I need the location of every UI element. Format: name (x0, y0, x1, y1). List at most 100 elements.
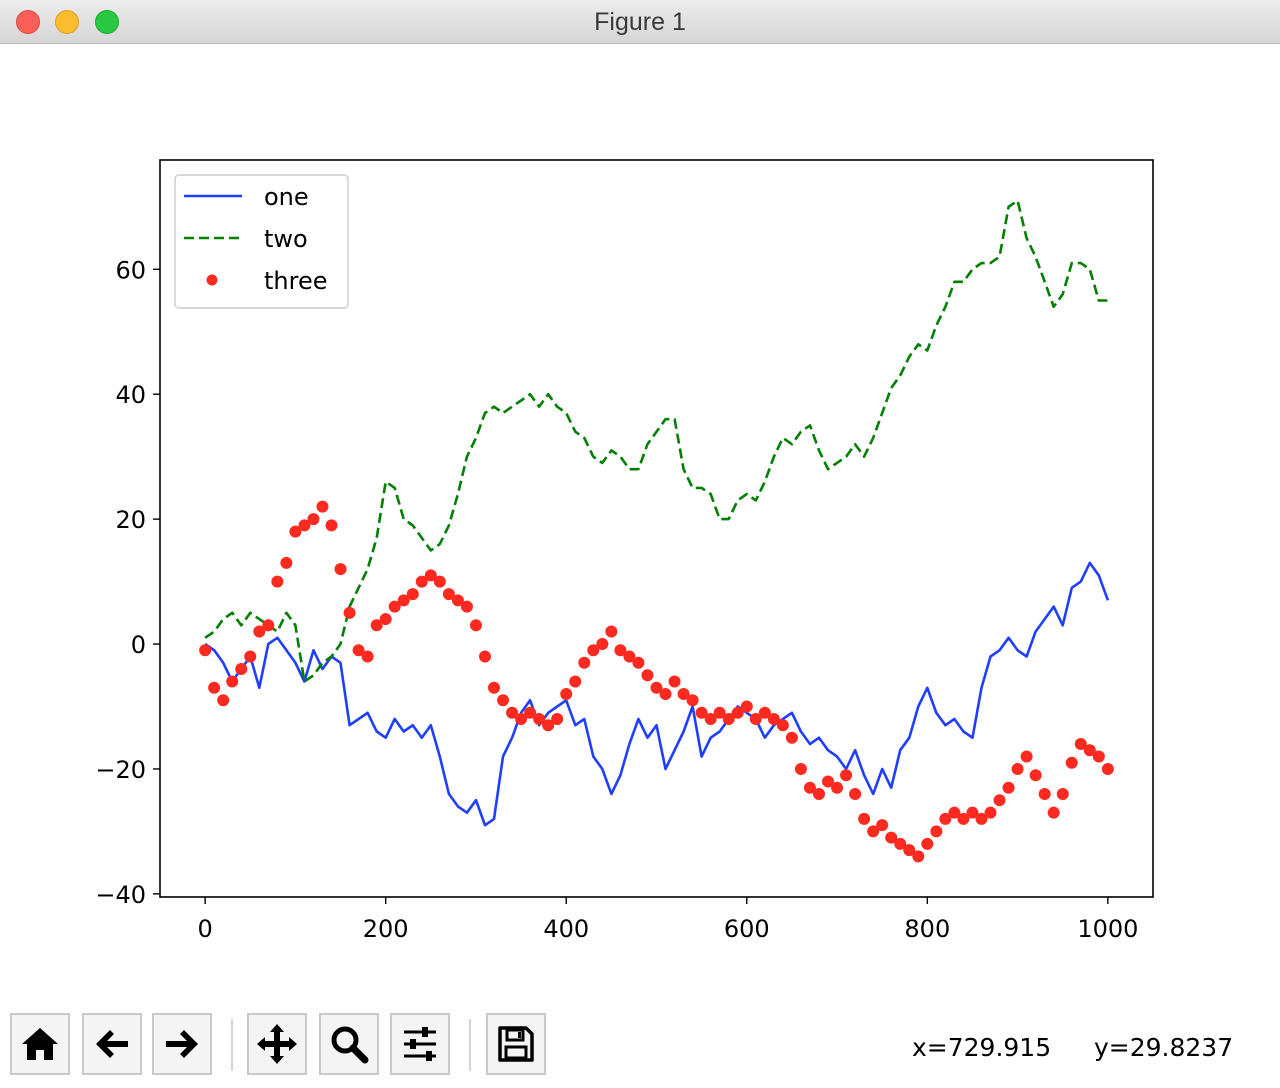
title-bar: Figure 1 (0, 0, 1280, 44)
data-point-three (542, 719, 555, 732)
data-point-three (614, 644, 627, 657)
x-tick-label: 400 (543, 915, 589, 943)
data-point-three (993, 794, 1006, 807)
back-button[interactable] (82, 1013, 142, 1075)
data-point-three (325, 519, 338, 532)
home-button[interactable] (10, 1013, 70, 1075)
data-point-three (903, 844, 916, 857)
data-point-three (831, 781, 844, 794)
navigation-toolbar: x=729.915 y=29.8237 (0, 1005, 1280, 1088)
y-tick-label: 40 (115, 381, 146, 409)
data-point-three (1020, 750, 1033, 763)
data-point-three (966, 806, 979, 819)
data-point-three (235, 663, 248, 676)
data-point-three (506, 706, 519, 719)
data-point-three (704, 712, 717, 725)
data-point-three (442, 588, 455, 601)
data-point-three (840, 769, 853, 782)
data-point-three (921, 837, 934, 850)
x-tick-label: 1000 (1077, 915, 1138, 943)
data-point-three (217, 694, 230, 707)
data-point-three (758, 706, 771, 719)
series-three (199, 500, 1114, 863)
data-point-three (1101, 762, 1114, 775)
data-point-three (578, 656, 591, 669)
data-point-three (659, 688, 672, 701)
x-tick-label: 0 (197, 915, 212, 943)
y-tick-label: 20 (115, 506, 146, 534)
data-point-three (939, 812, 952, 825)
data-point-three (208, 681, 221, 694)
data-point-three (415, 575, 428, 588)
data-point-three (271, 575, 284, 588)
save-button[interactable] (486, 1013, 546, 1075)
data-point-three (388, 600, 401, 613)
toolbar-separator (231, 1019, 233, 1071)
data-point-three (731, 706, 744, 719)
data-point-three (226, 675, 239, 688)
data-point-three (623, 650, 636, 663)
legend-box (174, 174, 349, 309)
data-point-three (605, 625, 618, 638)
data-point-three (650, 681, 663, 694)
chart-canvas[interactable]: 0 200 400 600 800 1000 −40 −20 0 20 40 60 one two thre… (0, 44, 1280, 1004)
data-point-three (948, 806, 961, 819)
minimize-window-button[interactable] (55, 10, 79, 34)
data-point-three (551, 712, 564, 725)
data-point-three (776, 719, 789, 732)
close-window-button[interactable] (16, 10, 40, 34)
data-point-three (397, 594, 410, 607)
data-point-three (280, 556, 293, 569)
data-point-three (424, 569, 437, 582)
y-tick-label: −40 (95, 881, 146, 909)
data-point-three (858, 812, 871, 825)
data-point-three (740, 700, 753, 713)
data-point-three (1056, 787, 1069, 800)
line-two (204, 199, 1108, 683)
data-point-three (812, 787, 825, 800)
data-point-three (533, 712, 546, 725)
data-point-three (677, 688, 690, 701)
legend-label-three: three (264, 267, 328, 295)
data-point-three (199, 644, 212, 657)
data-point-three (867, 825, 880, 838)
zoom-button[interactable] (319, 1013, 379, 1075)
data-point-three (984, 806, 997, 819)
legend-marker-three (206, 274, 218, 286)
data-point-three (632, 656, 645, 669)
move-icon (257, 1024, 297, 1064)
data-point-three (524, 706, 537, 719)
data-point-three (822, 775, 835, 788)
arrow-right-icon (166, 1030, 198, 1058)
legend: one two three (174, 174, 349, 309)
data-point-three (406, 588, 419, 601)
data-point-three (641, 669, 654, 682)
maximize-window-button[interactable] (95, 10, 119, 34)
x-tick-label: 600 (724, 915, 770, 943)
series-two (204, 199, 1108, 683)
data-point-three (803, 781, 816, 794)
data-point-three (1074, 737, 1087, 750)
data-point-three (1011, 762, 1024, 775)
window-title: Figure 1 (594, 8, 686, 36)
y-tick-label: −20 (95, 756, 146, 784)
line-one (204, 561, 1110, 827)
forward-button[interactable] (152, 1013, 212, 1075)
data-point-three (686, 694, 699, 707)
data-point-three (352, 644, 365, 657)
home-icon (22, 1028, 58, 1060)
data-point-three (433, 575, 446, 588)
data-point-three (722, 712, 735, 725)
data-point-three (749, 712, 762, 725)
x-tick-label: 200 (363, 915, 409, 943)
pan-button[interactable] (247, 1013, 307, 1075)
data-point-three (560, 688, 573, 701)
configure-subplots-button[interactable] (390, 1013, 450, 1075)
data-point-three (262, 619, 275, 632)
data-point-three (975, 812, 988, 825)
data-point-three (379, 613, 392, 626)
data-point-three (469, 619, 482, 632)
data-point-three (894, 837, 907, 850)
data-point-three (289, 525, 302, 538)
